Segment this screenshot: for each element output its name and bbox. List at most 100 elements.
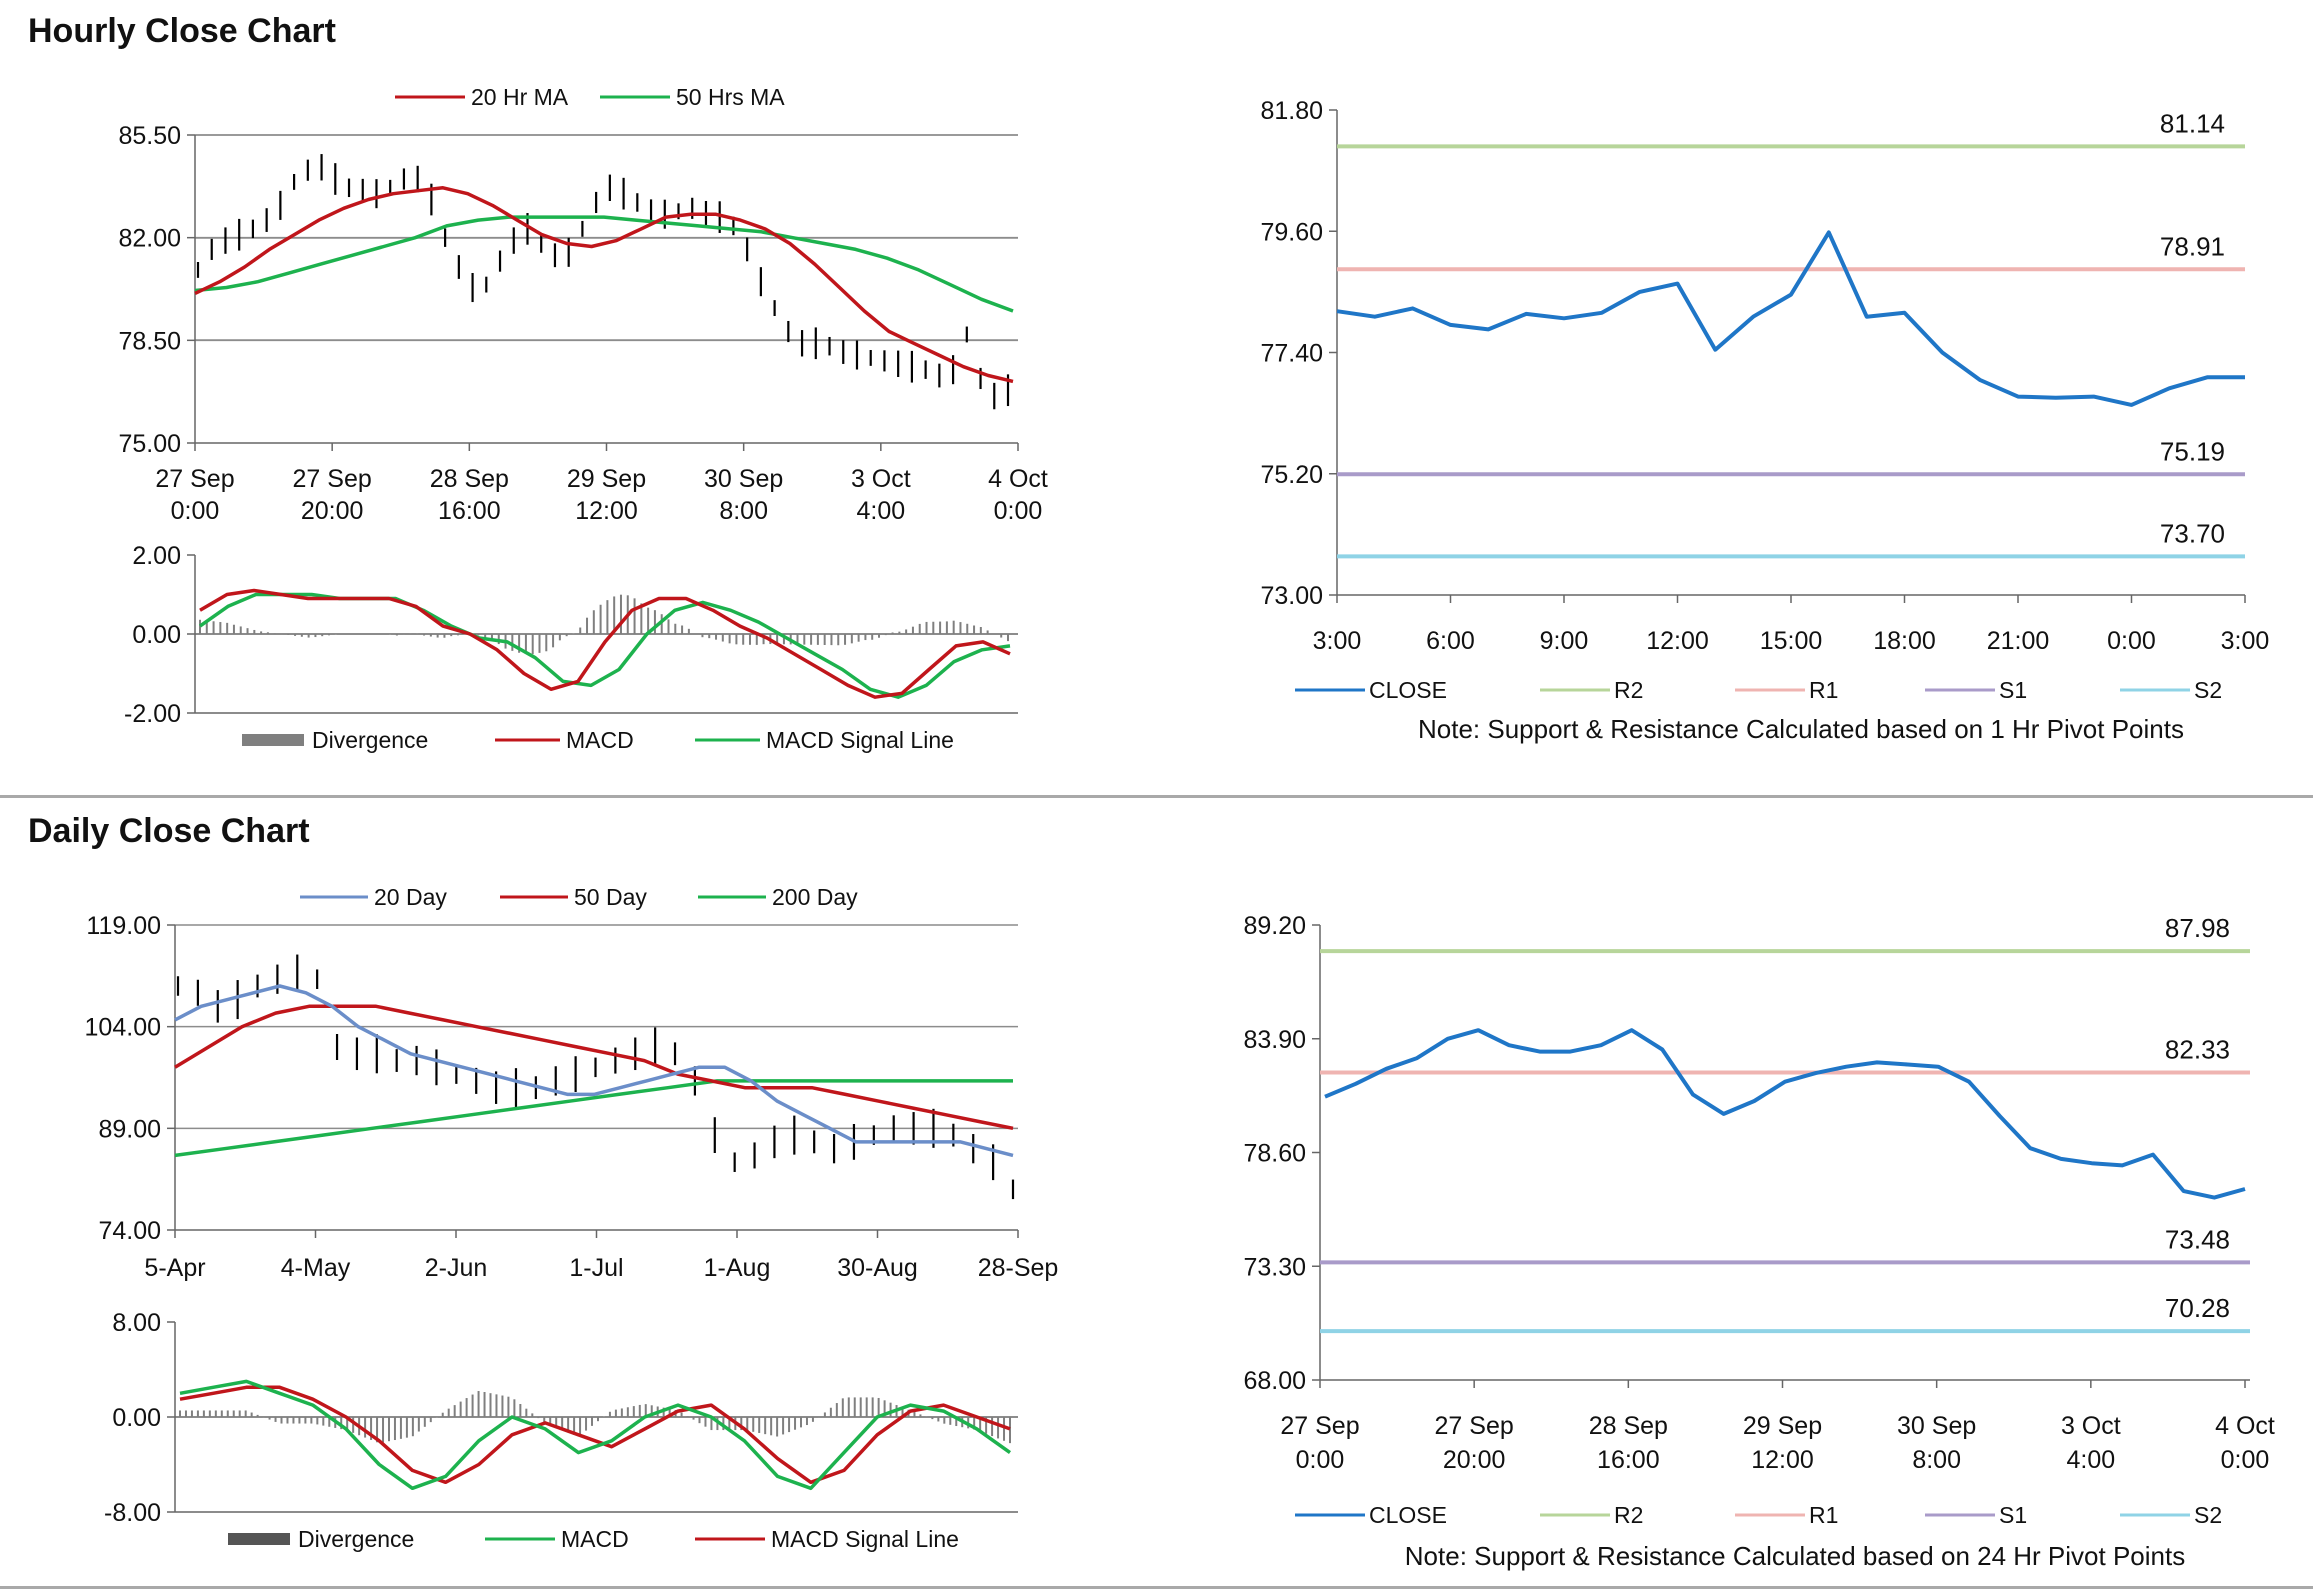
series-20-day: [174, 984, 1014, 1158]
legend-s1: S1: [1999, 677, 2027, 703]
x-tick-label: 2-Jun: [425, 1254, 488, 1282]
legend-divergence: Divergence: [312, 727, 428, 753]
x-tick-label: 27 Sep: [1280, 1412, 1359, 1440]
y-tick-label: 78.60: [1243, 1140, 1306, 1168]
y-tick-label: 78.50: [118, 327, 181, 355]
legend-200-day: 200 Day: [772, 884, 858, 910]
legend-macd-signal: MACD Signal Line: [771, 1526, 959, 1552]
level-label-s2: 73.70: [2160, 518, 2225, 548]
x-tick-label: 16:00: [1597, 1446, 1660, 1474]
x-tick-label: 4:00: [856, 497, 905, 525]
x-tick-label: 20:00: [301, 497, 364, 525]
y-tick-label: 74.00: [98, 1217, 161, 1245]
legend-r2: R2: [1614, 677, 1643, 703]
bottom-divider: [0, 1586, 2313, 1589]
y-tick-label: 104.00: [85, 1014, 161, 1042]
x-tick-label: 4 Oct: [2215, 1412, 2275, 1440]
x-tick-label: 12:00: [575, 497, 638, 525]
x-tick-label: 21:00: [1987, 627, 2050, 655]
x-tick-label: 29 Sep: [1743, 1412, 1822, 1440]
legend-divergence-swatch: [228, 1533, 290, 1545]
hourly-section-title: Hourly Close Chart: [28, 12, 336, 50]
x-tick-label: 12:00: [1646, 627, 1709, 655]
legend-s2: S2: [2194, 677, 2222, 703]
legend-20-day: 20 Day: [374, 884, 447, 910]
x-tick-label: 3 Oct: [2061, 1412, 2121, 1440]
level-label-s2: 70.28: [2165, 1293, 2230, 1323]
legend-s1: S1: [1999, 1502, 2027, 1528]
legend-50-day: 50 Day: [574, 884, 647, 910]
series-close: [1324, 1028, 2246, 1200]
x-tick-label: 20:00: [1443, 1446, 1506, 1474]
x-tick-label: 27 Sep: [293, 465, 372, 493]
y-tick-label: 82.00: [118, 225, 181, 253]
legend-divergence-swatch: [242, 734, 304, 746]
y-tick-label: 89.20: [1243, 912, 1306, 940]
series-close: [1336, 230, 2245, 407]
x-tick-label: 1-Aug: [704, 1254, 771, 1282]
x-tick-label: 30-Aug: [837, 1254, 918, 1282]
level-label-s1: 73.48: [2165, 1224, 2230, 1254]
legend-macd: MACD: [566, 727, 634, 753]
legend-close: CLOSE: [1369, 1502, 1447, 1528]
series-20hr-ma: [194, 186, 1014, 384]
x-tick-label: 4:00: [2066, 1446, 2115, 1474]
legend-r2: R2: [1614, 1502, 1643, 1528]
x-tick-label: 0:00: [2221, 1446, 2270, 1474]
x-tick-label: 0:00: [994, 497, 1043, 525]
x-tick-label: 27 Sep: [1435, 1412, 1514, 1440]
x-tick-label: 12:00: [1751, 1446, 1814, 1474]
legend-r1: R1: [1809, 1502, 1838, 1528]
y-tick-label: 83.90: [1243, 1026, 1306, 1054]
level-label-r2: 87.98: [2165, 913, 2230, 943]
x-tick-label: 3 Oct: [851, 465, 911, 493]
series-200-day: [174, 1079, 1013, 1158]
y-tick-label: 75.20: [1260, 461, 1323, 489]
y-tick-label: 2.00: [132, 542, 181, 570]
series-macd-signal: [198, 592, 1011, 699]
y-tick-label: 79.60: [1260, 218, 1323, 246]
x-tick-label: 8:00: [1912, 1446, 1961, 1474]
x-tick-label: 1-Jul: [569, 1254, 623, 1282]
legend-20hr-ma: 20 Hr MA: [471, 84, 569, 110]
x-tick-label: 28 Sep: [1589, 1412, 1668, 1440]
x-tick-label: 4-May: [281, 1254, 351, 1282]
x-tick-label: 8:00: [719, 497, 768, 525]
x-tick-label: 30 Sep: [704, 465, 783, 493]
x-tick-label: 27 Sep: [155, 465, 234, 493]
series-macd: [179, 1379, 1012, 1491]
series-macd: [199, 588, 1011, 699]
x-tick-label: 0:00: [2107, 627, 2156, 655]
x-tick-label: 5-Apr: [144, 1254, 205, 1282]
x-tick-label: 4 Oct: [988, 465, 1048, 493]
y-tick-label: -2.00: [124, 700, 181, 728]
x-tick-label: 0:00: [1296, 1446, 1345, 1474]
y-tick-label: 0.00: [112, 1404, 161, 1432]
y-tick-label: 73.30: [1243, 1253, 1306, 1281]
x-tick-label: 28 Sep: [430, 465, 509, 493]
y-tick-label: -8.00: [104, 1499, 161, 1527]
level-label-r1: 78.91: [2160, 231, 2225, 261]
level-label-r1: 82.33: [2165, 1034, 2230, 1064]
x-tick-label: 3:00: [2221, 627, 2270, 655]
x-tick-label: 3:00: [1313, 627, 1362, 655]
x-tick-label: 16:00: [438, 497, 501, 525]
x-tick-label: 30 Sep: [1897, 1412, 1976, 1440]
legend-macd-signal: MACD Signal Line: [766, 727, 954, 753]
y-tick-label: 75.00: [118, 430, 181, 458]
series-macd-signal: [179, 1385, 1011, 1485]
daily-section-title: Daily Close Chart: [28, 812, 310, 850]
y-tick-label: 77.40: [1260, 340, 1323, 368]
y-tick-label: 85.50: [118, 122, 181, 150]
legend-close: CLOSE: [1369, 677, 1447, 703]
x-tick-label: 29 Sep: [567, 465, 646, 493]
pivot-note: Note: Support & Resistance Calculated ba…: [1405, 1541, 2185, 1571]
series-50-day: [174, 1004, 1014, 1131]
legend-divergence: Divergence: [298, 1526, 414, 1552]
y-tick-label: 89.00: [98, 1115, 161, 1143]
legend-s2: S2: [2194, 1502, 2222, 1528]
series-50hr-ma: [194, 215, 1014, 313]
y-tick-label: 0.00: [132, 621, 181, 649]
x-tick-label: 6:00: [1426, 627, 1475, 655]
